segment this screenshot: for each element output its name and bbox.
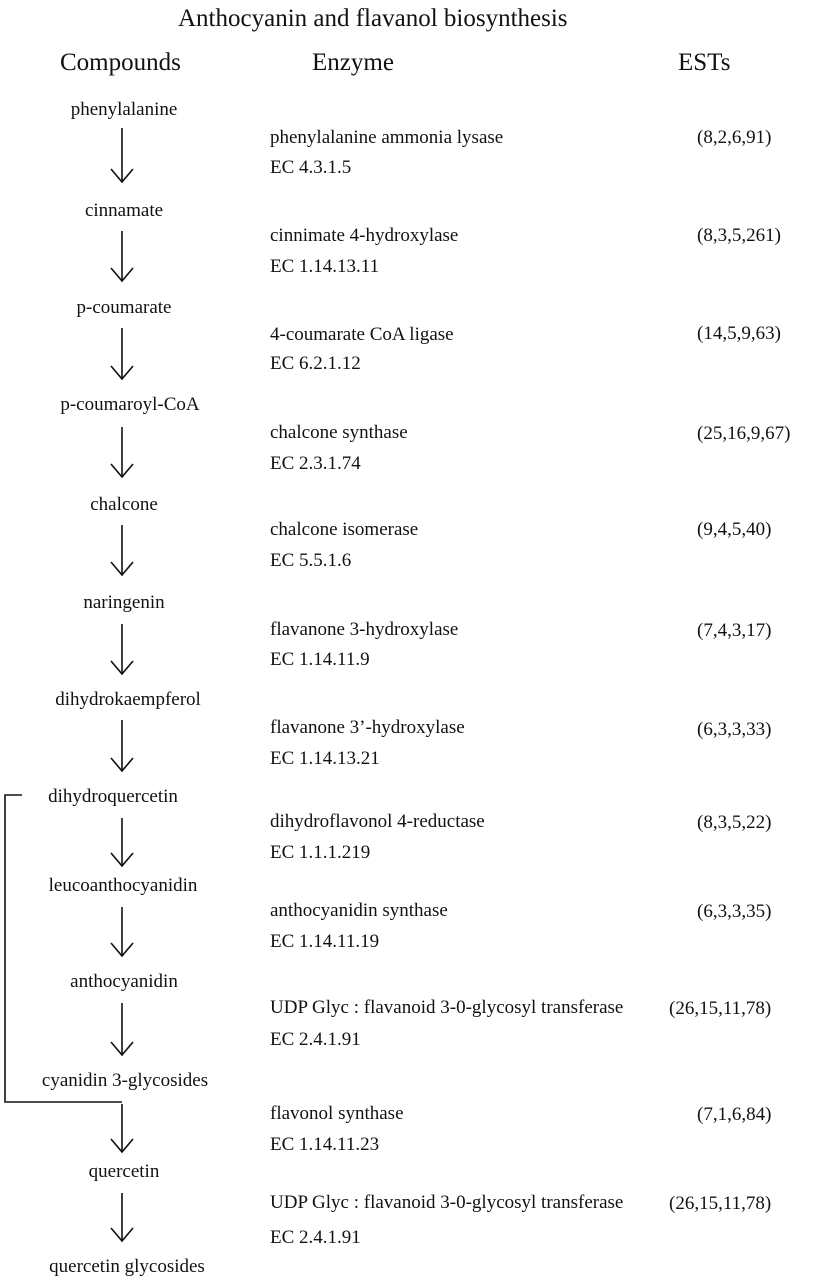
reaction-arrow [110,128,134,184]
enzyme-name: flavonol synthase [270,1103,404,1124]
reaction-arrow [110,427,134,479]
ec-number: EC 1.1.1.219 [270,842,371,863]
enzyme-name: cinnimate 4-hydroxylase [270,225,459,246]
est-counts: (26,15,11,78) [669,998,772,1019]
compounds-header: Compounds [60,49,181,76]
compound-leucoanthocyanidin: leucoanthocyanidin [48,875,198,896]
est-counts: (26,15,11,78) [669,1193,772,1214]
compound-cyanidin-3-glycosides: cyanidin 3-glycosides [41,1070,209,1091]
ec-number: EC 5.5.1.6 [270,550,352,571]
ec-number: EC 1.14.13.11 [270,256,380,277]
enzyme-name: 4-coumarate CoA ligase [270,324,454,345]
enzyme-name: chalcone synthase [270,422,408,443]
reaction-arrow [110,1193,134,1243]
ec-number: EC 6.2.1.12 [270,353,361,374]
est-counts: (6,3,3,35) [697,901,772,922]
reaction-arrow [110,525,134,577]
est-counts: (8,2,6,91) [697,127,772,148]
compound-dihydrokaempferol: dihydrokaempferol [55,689,201,710]
est-counts: (7,4,3,17) [697,620,772,641]
enzyme-name: flavanone 3’-hydroxylase [270,717,465,738]
compound-anthocyanidin: anthocyanidin [70,971,178,992]
est-counts: (14,5,9,63) [697,323,781,344]
reaction-arrow [110,720,134,773]
est-counts: (6,3,3,33) [697,719,772,740]
reaction-arrow [110,818,134,868]
compound-cinnamate: cinnamate [84,200,164,221]
enzyme-name: flavanone 3-hydroxylase [270,619,459,640]
compound-quercetin-glycosides: quercetin glycosides [49,1256,205,1277]
enzyme-name: UDP Glyc : flavanoid 3-0-glycosyl transf… [270,997,624,1018]
compound-quercetin: quercetin [88,1161,160,1182]
compound-p-coumaroyl-coa: p-coumaroyl-CoA [60,394,200,415]
ec-number: EC 1.14.11.23 [270,1134,380,1155]
est-counts: (8,3,5,22) [697,812,772,833]
compound-chalcone: chalcone [90,494,158,515]
est-counts: (7,1,6,84) [697,1104,772,1125]
ec-number: EC 4.3.1.5 [270,157,352,178]
ec-number: EC 1.14.11.19 [270,931,380,952]
est-counts: (25,16,9,67) [697,423,791,444]
ests-header: ESTs [678,49,731,76]
compound-phenylalanine: phenylalanine [70,99,178,120]
ec-number: EC 2.3.1.74 [270,453,361,474]
compound-dihydroquercetin: dihydroquercetin [48,786,178,807]
diagram-title: Anthocyanin and flavanol biosynthesis [178,5,568,32]
reaction-arrow [110,328,134,381]
flavonol-branch-bracket [4,794,122,1103]
enzyme-name: anthocyanidin synthase [270,900,448,921]
ec-number: EC 2.4.1.91 [270,1227,361,1248]
reaction-arrow [110,231,134,283]
reaction-arrow [110,907,134,958]
est-counts: (8,3,5,261) [697,225,781,246]
reaction-arrow [110,1104,134,1154]
ec-number: EC 2.4.1.91 [270,1029,361,1050]
reaction-arrow [110,624,134,676]
ec-number: EC 1.14.13.21 [270,748,380,769]
enzyme-name: UDP Glyc : flavanoid 3-0-glycosyl transf… [270,1192,624,1213]
enzyme-name: dihydroflavonol 4-reductase [270,811,485,832]
enzyme-name: phenylalanine ammonia lysase [270,127,504,148]
compound-naringenin: naringenin [83,592,165,613]
compound-p-coumarate: p-coumarate [76,297,172,318]
est-counts: (9,4,5,40) [697,519,772,540]
enzyme-header: Enzyme [312,49,394,76]
ec-number: EC 1.14.11.9 [270,649,370,670]
reaction-arrow [110,1003,134,1057]
enzyme-name: chalcone isomerase [270,519,419,540]
